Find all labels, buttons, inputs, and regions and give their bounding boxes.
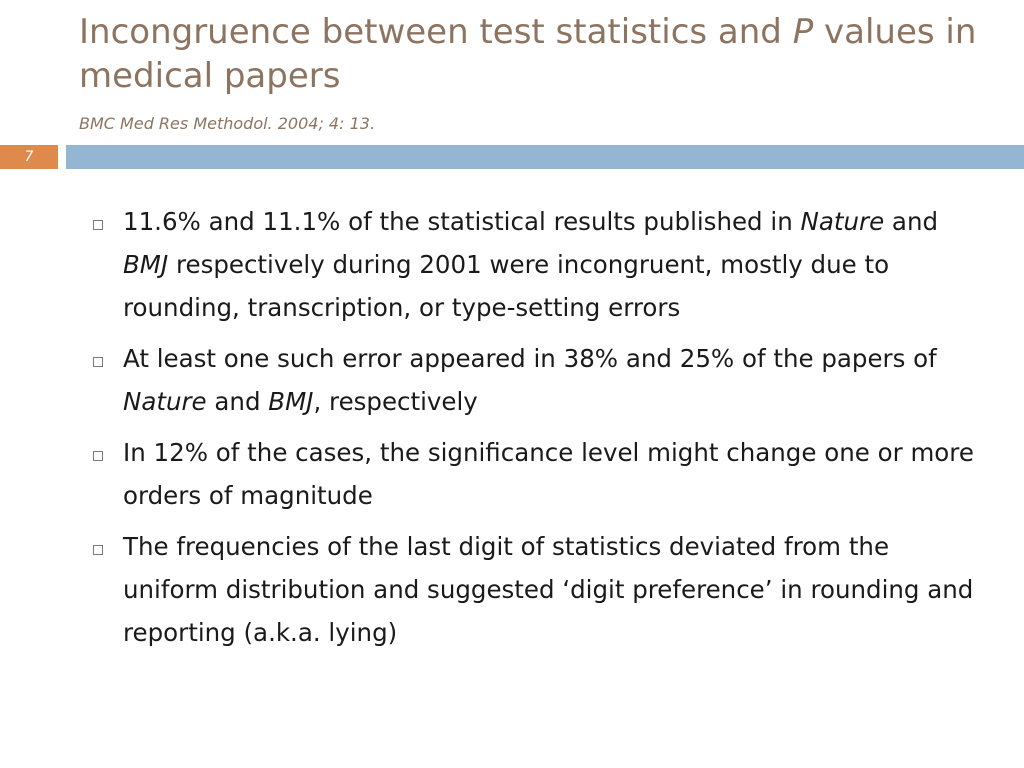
bullet-text: and	[206, 387, 269, 416]
slide-number-box	[0, 145, 58, 169]
square-bullet-icon	[93, 220, 103, 230]
square-bullet-icon	[93, 545, 103, 555]
slide-number: 7	[24, 149, 34, 165]
title-part-1: Incongruence between test statistics and	[79, 12, 793, 52]
bullet-text: and	[884, 207, 939, 236]
bullet-text: At least one such error appeared in 38% …	[123, 344, 937, 373]
title-part-2: values in medical papers	[79, 12, 977, 96]
bullet-text: , respectively	[313, 387, 478, 416]
square-bullet-icon	[93, 451, 103, 461]
header-bar	[66, 145, 1024, 169]
bullet-text: In 12% of the cases, the significance le…	[123, 438, 974, 510]
bullet-list: 11.6% and 11.1% of the statistical resul…	[90, 200, 990, 662]
bullet-text: respectively during 2001 were incongruen…	[123, 250, 890, 322]
bullet-item: In 12% of the cases, the significance le…	[90, 431, 990, 517]
bullet-italic-text: BMJ	[268, 387, 314, 416]
bullet-text: 11.6% and 11.1% of the statistical resul…	[123, 207, 801, 236]
square-bullet-icon	[93, 357, 103, 367]
slide-subtitle: BMC Med Res Methodol. 2004; 4: 13.	[79, 114, 376, 133]
title-italic-p: P	[792, 12, 814, 52]
slide-title: Incongruence between test statistics and…	[79, 10, 999, 98]
bullet-text: The frequencies of the last digit of sta…	[123, 532, 974, 647]
bullet-item: At least one such error appeared in 38% …	[90, 337, 990, 423]
bullet-item: 11.6% and 11.1% of the statistical resul…	[90, 200, 990, 329]
header-band: 7	[0, 145, 1024, 169]
bullet-italic-text: Nature	[123, 387, 207, 416]
bullet-italic-text: BMJ	[123, 250, 169, 279]
bullet-item: The frequencies of the last digit of sta…	[90, 525, 990, 654]
bullet-italic-text: Nature	[800, 207, 885, 236]
